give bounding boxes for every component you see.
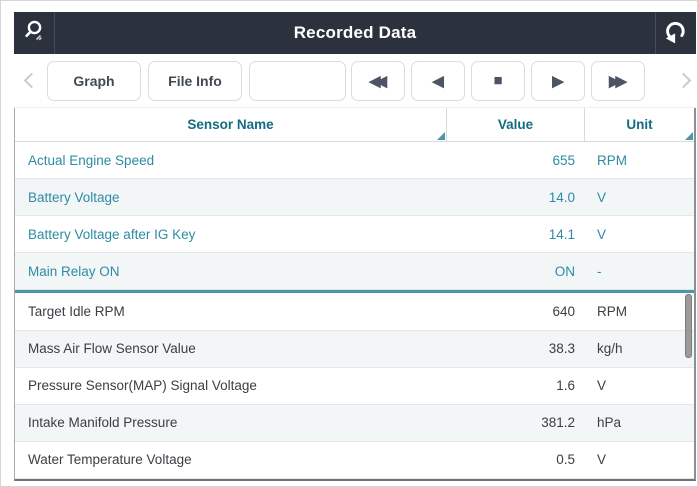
vertical-scrollbar-thumb[interactable] [685,294,692,358]
table-row[interactable]: Target Idle RPM 640 RPM [15,293,694,331]
column-header-value[interactable]: Value [446,108,584,141]
chevron-right-icon [675,72,691,89]
sensor-unit: kg/h [597,341,623,357]
step-back-button[interactable]: ◀ [411,60,465,101]
sensor-value: 640 [552,303,575,319]
sensor-unit: V [597,189,607,205]
sensor-unit: hPa [597,415,622,431]
table-row[interactable]: Water Temperature Voltage 0.5 V [15,441,694,479]
fast-forward-button[interactable]: ▶▶ [591,60,645,101]
selected-group-divider [15,290,694,294]
sensor-table: Sensor Name Value Unit Actual Engine Spe… [14,108,696,481]
column-label: Value [497,117,534,132]
sensor-value: 14.0 [548,189,575,205]
sensor-name: Intake Manifold Pressure [28,415,178,431]
file-info-button[interactable]: File Info [148,60,242,101]
rewind-button[interactable]: ◀◀ [351,60,405,101]
scroll-right-button[interactable] [674,61,696,101]
chevron-left-icon [23,72,39,89]
table-row[interactable]: Mass Air Flow Sensor Value 38.3 kg/h [15,330,694,368]
sensor-name: Battery Voltage after IG Key [28,226,196,242]
sensor-unit: RPM [597,303,627,319]
sensor-unit: - [597,263,602,279]
sensor-value: 14.1 [548,226,575,242]
sensor-value: 0.5 [556,452,575,468]
sensor-value: 655 [552,152,575,168]
column-label: Unit [626,117,653,132]
table-row[interactable]: Pressure Sensor(MAP) Signal Voltage 1.6 … [15,367,694,405]
sensor-value: 381.2 [541,415,575,431]
stop-button[interactable]: ■ [471,60,525,101]
scroll-left-button[interactable] [18,61,40,101]
sensor-name: Mass Air Flow Sensor Value [28,341,196,357]
toolbar: Graph File Info ◀◀ ◀ ■ ▶ ▶▶ [14,54,696,108]
app-window: Recorded Data Graph File Info ◀◀ ◀ ■ ▶ ▶… [14,12,696,481]
sensor-name: Pressure Sensor(MAP) Signal Voltage [28,378,257,394]
column-header-unit[interactable]: Unit [584,108,694,141]
sensor-value: ON [554,263,575,279]
fast-forward-icon: ▶▶ [608,72,627,90]
playback-controls: ◀◀ ◀ ■ ▶ ▶▶ [351,60,645,101]
table-row[interactable]: Battery Voltage after IG Key 14.1 V [15,216,694,254]
sensor-value: 1.6 [556,378,575,394]
column-label: Sensor Name [187,117,274,132]
title-bar: Recorded Data [14,12,696,54]
column-resize-grip-icon[interactable] [437,132,445,140]
play-icon: ▶ [552,72,564,90]
step-back-icon: ◀ [432,72,444,90]
table-header: Sensor Name Value Unit [15,108,694,142]
sensor-name: Water Temperature Voltage [28,452,192,468]
sensor-name: Actual Engine Speed [28,152,155,168]
table-row[interactable]: Battery Voltage 14.0 V [15,179,694,217]
sensor-unit: RPM [597,152,627,168]
sensor-unit: V [597,452,607,468]
stop-icon: ■ [493,72,503,89]
return-arrow-icon [663,18,689,49]
rewind-icon: ◀◀ [368,72,387,90]
column-resize-grip-icon[interactable] [685,132,693,140]
table-row[interactable]: Main Relay ON ON - [15,253,694,291]
table-row[interactable]: Intake Manifold Pressure 381.2 hPa [15,404,694,442]
sensor-name: Battery Voltage [28,189,120,205]
page-title: Recorded Data [293,23,417,42]
zoom-search-button[interactable] [14,12,55,54]
table-row[interactable]: Actual Engine Speed 655 RPM [15,142,694,180]
sensor-value: 38.3 [548,341,575,357]
empty-button[interactable] [249,60,346,101]
magnifier-icon [21,18,47,49]
play-button[interactable]: ▶ [531,60,585,101]
sensor-name: Target Idle RPM [28,303,125,319]
return-button[interactable] [655,12,696,54]
graph-button[interactable]: Graph [47,60,141,101]
sensor-unit: V [597,226,607,242]
sensor-unit: V [597,378,607,394]
sensor-name: Main Relay ON [28,263,120,279]
column-header-sensor-name[interactable]: Sensor Name [15,108,446,141]
